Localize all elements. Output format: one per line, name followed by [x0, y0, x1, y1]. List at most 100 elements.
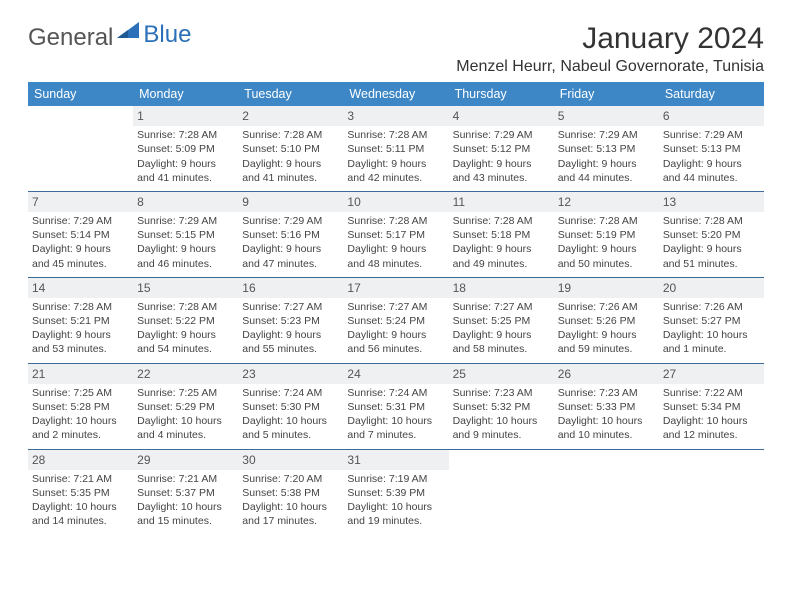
day-info-line: Sunset: 5:30 PM [242, 400, 339, 414]
day-info-line: Sunrise: 7:28 AM [347, 214, 444, 228]
brand-part1: General [28, 24, 113, 52]
day-info-line: Daylight: 10 hours and 14 minutes. [32, 500, 129, 528]
day-info-line: Sunrise: 7:28 AM [32, 300, 129, 314]
day-info-line: Daylight: 10 hours and 1 minute. [663, 328, 760, 356]
day-info-line: Daylight: 10 hours and 9 minutes. [453, 414, 550, 442]
calendar-day-cell: 16Sunrise: 7:27 AMSunset: 5:23 PMDayligh… [238, 277, 343, 363]
day-info-line: Sunset: 5:11 PM [347, 142, 444, 156]
day-info-line: Sunrise: 7:21 AM [32, 472, 129, 486]
day-info-line: Sunrise: 7:27 AM [453, 300, 550, 314]
day-info-line: Sunrise: 7:29 AM [558, 128, 655, 142]
day-number: 3 [343, 106, 448, 126]
day-info-line: Sunset: 5:24 PM [347, 314, 444, 328]
day-info-line: Daylight: 9 hours and 56 minutes. [347, 328, 444, 356]
day-info-line: Sunset: 5:35 PM [32, 486, 129, 500]
day-number: 4 [449, 106, 554, 126]
calendar-week-row: 28Sunrise: 7:21 AMSunset: 5:35 PMDayligh… [28, 449, 764, 534]
location-text: Menzel Heurr, Nabeul Governorate, Tunisi… [456, 58, 764, 76]
calendar-day-cell: 23Sunrise: 7:24 AMSunset: 5:30 PMDayligh… [238, 363, 343, 449]
day-number: 14 [28, 278, 133, 298]
day-number: 9 [238, 192, 343, 212]
day-info-line: Daylight: 10 hours and 19 minutes. [347, 500, 444, 528]
day-number: 16 [238, 278, 343, 298]
day-info-line: Sunrise: 7:24 AM [242, 386, 339, 400]
calendar-day-cell: 18Sunrise: 7:27 AMSunset: 5:25 PMDayligh… [449, 277, 554, 363]
day-info-line: Sunrise: 7:29 AM [242, 214, 339, 228]
day-info-line: Sunrise: 7:29 AM [137, 214, 234, 228]
calendar-week-row: 1Sunrise: 7:28 AMSunset: 5:09 PMDaylight… [28, 106, 764, 191]
calendar-day-cell: 1Sunrise: 7:28 AMSunset: 5:09 PMDaylight… [133, 106, 238, 191]
calendar-day-cell [659, 449, 764, 534]
day-number: 19 [554, 278, 659, 298]
day-number: 23 [238, 364, 343, 384]
day-info-line: Sunset: 5:39 PM [347, 486, 444, 500]
calendar-day-cell: 14Sunrise: 7:28 AMSunset: 5:21 PMDayligh… [28, 277, 133, 363]
day-number: 29 [133, 450, 238, 470]
day-header: Monday [133, 82, 238, 106]
day-info-line: Daylight: 9 hours and 48 minutes. [347, 242, 444, 270]
day-info-line: Sunrise: 7:25 AM [32, 386, 129, 400]
day-number: 30 [238, 450, 343, 470]
day-info-line: Daylight: 9 hours and 43 minutes. [453, 157, 550, 185]
day-info-line: Sunrise: 7:22 AM [663, 386, 760, 400]
day-info-line: Daylight: 9 hours and 58 minutes. [453, 328, 550, 356]
day-info-line: Daylight: 10 hours and 4 minutes. [137, 414, 234, 442]
day-info-line: Sunset: 5:38 PM [242, 486, 339, 500]
day-info-line: Daylight: 9 hours and 44 minutes. [663, 157, 760, 185]
calendar-day-cell: 29Sunrise: 7:21 AMSunset: 5:37 PMDayligh… [133, 449, 238, 534]
day-header: Tuesday [238, 82, 343, 106]
day-info-line: Sunset: 5:14 PM [32, 228, 129, 242]
calendar-week-row: 21Sunrise: 7:25 AMSunset: 5:28 PMDayligh… [28, 363, 764, 449]
calendar-day-cell: 10Sunrise: 7:28 AMSunset: 5:17 PMDayligh… [343, 191, 448, 277]
day-info-line: Sunrise: 7:23 AM [558, 386, 655, 400]
day-info-line: Sunset: 5:22 PM [137, 314, 234, 328]
calendar-day-cell: 22Sunrise: 7:25 AMSunset: 5:29 PMDayligh… [133, 363, 238, 449]
calendar-day-cell: 4Sunrise: 7:29 AMSunset: 5:12 PMDaylight… [449, 106, 554, 191]
day-info-line: Sunset: 5:17 PM [347, 228, 444, 242]
calendar-header-row: SundayMondayTuesdayWednesdayThursdayFrid… [28, 82, 764, 106]
day-info-line: Daylight: 9 hours and 59 minutes. [558, 328, 655, 356]
calendar-day-cell: 25Sunrise: 7:23 AMSunset: 5:32 PMDayligh… [449, 363, 554, 449]
day-info-line: Daylight: 9 hours and 53 minutes. [32, 328, 129, 356]
day-number: 28 [28, 450, 133, 470]
calendar-day-cell: 20Sunrise: 7:26 AMSunset: 5:27 PMDayligh… [659, 277, 764, 363]
day-info-line: Sunrise: 7:21 AM [137, 472, 234, 486]
day-info-line: Daylight: 9 hours and 46 minutes. [137, 242, 234, 270]
title-block: January 2024 Menzel Heurr, Nabeul Govern… [456, 22, 764, 76]
day-info-line: Sunset: 5:19 PM [558, 228, 655, 242]
day-info-line: Sunrise: 7:20 AM [242, 472, 339, 486]
day-header: Wednesday [343, 82, 448, 106]
day-number: 6 [659, 106, 764, 126]
calendar-week-row: 14Sunrise: 7:28 AMSunset: 5:21 PMDayligh… [28, 277, 764, 363]
day-info-line: Daylight: 10 hours and 17 minutes. [242, 500, 339, 528]
calendar-day-cell: 8 Sunrise: 7:29 AMSunset: 5:15 PMDaylight… [133, 191, 238, 277]
day-info-line: Sunset: 5:15 PM [137, 228, 234, 242]
day-number: 21 [28, 364, 133, 384]
logo-shape-icon [117, 22, 139, 43]
day-number: 20 [659, 278, 764, 298]
calendar-day-cell: 17Sunrise: 7:27 AMSunset: 5:24 PMDayligh… [343, 277, 448, 363]
day-number: 8 [133, 192, 238, 212]
calendar-day-cell: 19Sunrise: 7:26 AMSunset: 5:26 PMDayligh… [554, 277, 659, 363]
day-info-line: Sunrise: 7:26 AM [663, 300, 760, 314]
day-info-line: Sunrise: 7:28 AM [558, 214, 655, 228]
day-number: 1 [133, 106, 238, 126]
calendar-day-cell: 24Sunrise: 7:24 AMSunset: 5:31 PMDayligh… [343, 363, 448, 449]
calendar-day-cell: 26Sunrise: 7:23 AMSunset: 5:33 PMDayligh… [554, 363, 659, 449]
day-header: Saturday [659, 82, 764, 106]
calendar-day-cell: 31Sunrise: 7:19 AMSunset: 5:39 PMDayligh… [343, 449, 448, 534]
calendar-day-cell: 13Sunrise: 7:28 AMSunset: 5:20 PMDayligh… [659, 191, 764, 277]
day-info-line: Sunrise: 7:29 AM [32, 214, 129, 228]
calendar-day-cell: 5Sunrise: 7:29 AMSunset: 5:13 PMDaylight… [554, 106, 659, 191]
calendar-day-cell: 21Sunrise: 7:25 AMSunset: 5:28 PMDayligh… [28, 363, 133, 449]
day-info-line: Sunset: 5:25 PM [453, 314, 550, 328]
calendar-day-cell: 7Sunrise: 7:29 AMSunset: 5:14 PMDaylight… [28, 191, 133, 277]
day-info-line: Daylight: 9 hours and 55 minutes. [242, 328, 339, 356]
day-number: 7 [28, 192, 133, 212]
day-number: 22 [133, 364, 238, 384]
day-number: 27 [659, 364, 764, 384]
day-number: 31 [343, 450, 448, 470]
day-number: 13 [659, 192, 764, 212]
calendar-day-cell: 11Sunrise: 7:28 AMSunset: 5:18 PMDayligh… [449, 191, 554, 277]
day-info-line: Sunrise: 7:28 AM [663, 214, 760, 228]
